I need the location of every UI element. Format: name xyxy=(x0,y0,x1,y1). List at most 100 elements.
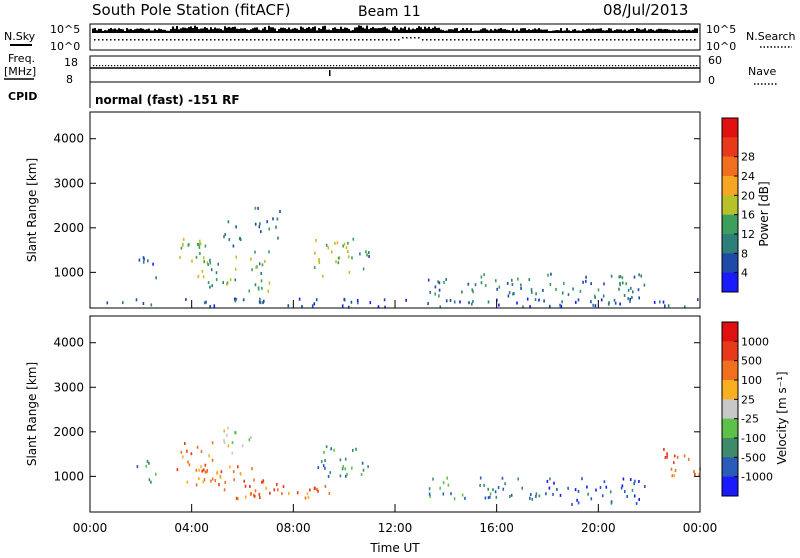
range-cell xyxy=(348,305,350,309)
range-cell xyxy=(484,496,487,500)
range-cell xyxy=(201,269,204,273)
x-tick-label: 00:00 xyxy=(73,521,108,535)
range-cell xyxy=(228,238,231,242)
range-cell xyxy=(257,206,259,210)
range-cell xyxy=(552,492,554,496)
range-cell xyxy=(301,305,303,308)
range-cell xyxy=(627,288,630,292)
range-cell xyxy=(333,448,335,452)
range-cell xyxy=(517,477,519,481)
x-tick-label: 04:00 xyxy=(174,521,209,535)
range-cell xyxy=(501,476,504,480)
range-cell xyxy=(206,261,209,265)
range-cell xyxy=(480,275,483,279)
range-cell xyxy=(202,256,205,260)
range-cell xyxy=(638,480,640,483)
range-cell xyxy=(633,494,636,498)
range-cell xyxy=(630,286,632,290)
range-cell xyxy=(520,283,522,287)
colorbar-swatch xyxy=(722,457,738,478)
range-cell xyxy=(268,227,270,231)
range-cell xyxy=(215,271,218,275)
range-cell xyxy=(590,300,592,304)
range-cell xyxy=(450,492,452,496)
range-cell xyxy=(360,473,363,476)
range-cell xyxy=(626,495,628,498)
range-cell xyxy=(530,288,533,292)
colorbar-swatch xyxy=(722,322,738,342)
range-cell xyxy=(195,468,198,472)
range-cell xyxy=(502,487,505,491)
range-cell xyxy=(437,280,439,284)
range-cell xyxy=(337,256,340,260)
range-cell xyxy=(324,466,326,470)
range-cell xyxy=(254,222,257,226)
colorbar-tick-label: -25 xyxy=(741,413,759,426)
range-cell xyxy=(318,258,320,261)
range-cell xyxy=(188,463,191,467)
freq-label-line1: Freq. xyxy=(8,52,35,65)
range-cell xyxy=(479,476,482,480)
range-cell xyxy=(263,299,265,303)
range-cell xyxy=(138,258,141,262)
range-cell xyxy=(316,487,318,491)
range-cell xyxy=(250,436,252,439)
range-cell xyxy=(366,253,368,257)
range-cell xyxy=(483,273,485,277)
range-cell xyxy=(233,478,235,482)
nsearch-tick-bottom: 10^0 xyxy=(706,40,736,53)
range-cell xyxy=(226,282,228,286)
range-cell xyxy=(446,476,448,480)
range-cell xyxy=(659,300,661,304)
range-cell xyxy=(330,447,332,451)
range-cell xyxy=(188,243,190,247)
range-cell xyxy=(145,464,148,468)
range-cell xyxy=(600,298,603,302)
y-tick-label: 4000 xyxy=(53,132,84,146)
range-cell xyxy=(176,468,179,472)
range-cell xyxy=(260,272,262,275)
range-cell xyxy=(368,255,370,258)
range-cell xyxy=(438,288,441,292)
range-cell xyxy=(261,263,264,267)
range-cell xyxy=(498,285,501,289)
range-cell xyxy=(531,497,533,501)
range-cell xyxy=(377,305,380,309)
range-cell xyxy=(607,302,610,306)
colorbar-tick-label: 8 xyxy=(741,247,748,260)
range-cell xyxy=(209,261,212,265)
range-cell xyxy=(337,261,340,265)
range-cell xyxy=(136,465,139,469)
range-cell xyxy=(638,498,640,501)
range-cell xyxy=(427,302,429,306)
range-cell xyxy=(207,281,210,284)
range-cell xyxy=(223,439,225,442)
range-cell xyxy=(232,244,235,248)
range-cell xyxy=(229,278,232,282)
range-cell xyxy=(181,242,184,246)
range-cell xyxy=(445,299,448,303)
range-cell xyxy=(368,251,370,255)
colorbar-tick-label: 20 xyxy=(741,189,755,202)
colorbar-tick-label: 16 xyxy=(741,209,755,222)
range-cell xyxy=(209,285,211,289)
range-cell xyxy=(262,479,265,483)
range-cell xyxy=(546,479,549,483)
range-cell xyxy=(670,467,673,471)
range-cell xyxy=(362,468,365,472)
range-cell xyxy=(522,305,524,309)
range-cell xyxy=(497,486,500,490)
range-cell xyxy=(268,250,270,254)
range-cell xyxy=(622,477,625,481)
range-cell xyxy=(623,294,626,297)
colorbar-swatch xyxy=(722,341,738,362)
range-cell xyxy=(384,305,386,309)
range-cell xyxy=(359,252,361,256)
range-cell xyxy=(587,492,589,496)
range-cell xyxy=(345,246,348,250)
range-cell xyxy=(198,243,200,247)
range-cell xyxy=(653,300,656,304)
range-cell xyxy=(597,288,600,292)
range-cell xyxy=(155,276,157,280)
range-cell xyxy=(245,495,247,499)
